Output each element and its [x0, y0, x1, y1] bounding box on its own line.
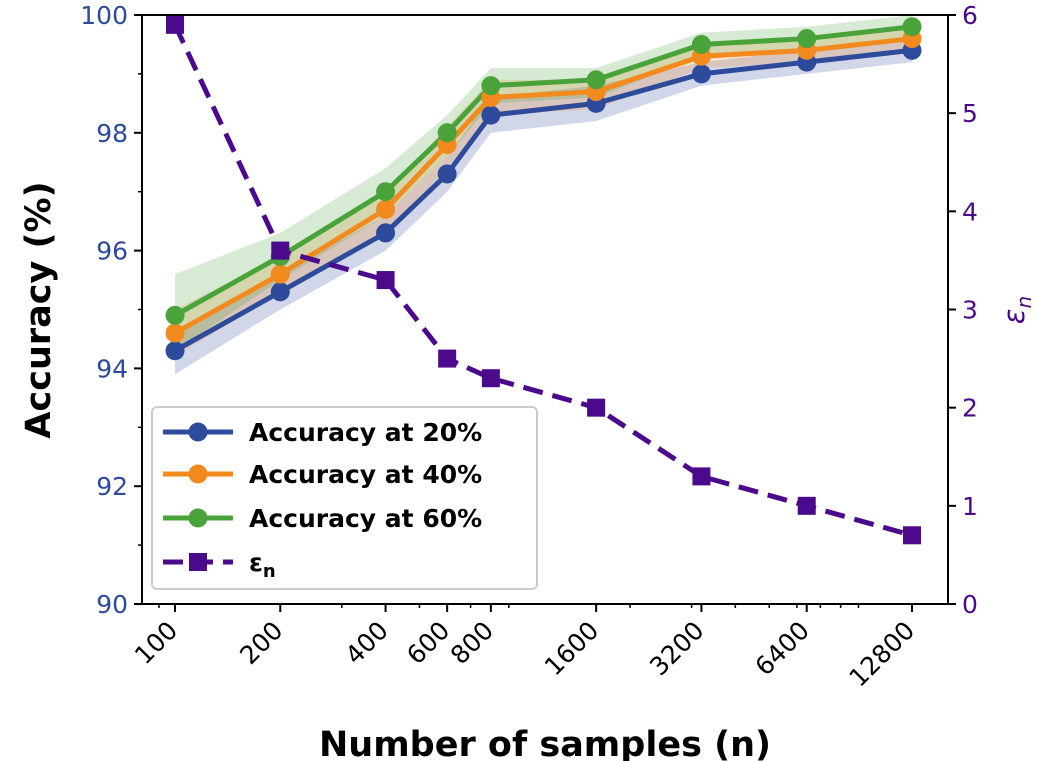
- point-series-4: [587, 398, 606, 417]
- point-series-1: [481, 105, 501, 125]
- x-axis-title: Number of samples (n): [319, 725, 771, 761]
- left-y-tick-label: 92: [96, 472, 128, 501]
- point-series-2: [376, 199, 396, 219]
- legend-marker-4: [189, 553, 207, 571]
- point-series-4: [166, 15, 184, 34]
- point-series-1: [165, 341, 185, 361]
- right-y-tick-label: 6: [962, 1, 978, 30]
- legend-label-3: Accuracy at 60%: [249, 504, 482, 533]
- left-y-tick-label: 94: [96, 354, 128, 383]
- left-y-tick-label: 98: [96, 119, 128, 148]
- point-series-3: [691, 34, 711, 54]
- legend-label-4: εn: [249, 548, 276, 582]
- right-y-tick-label: 2: [962, 394, 978, 423]
- point-series-2: [270, 264, 290, 284]
- point-series-1: [691, 64, 711, 84]
- point-series-4: [271, 241, 290, 260]
- x-tick-label: 3200: [644, 616, 709, 681]
- point-series-1: [376, 223, 396, 243]
- x-tick-label: 600: [401, 616, 455, 670]
- legend: Accuracy at 20% Accuracy at 40% Accuracy a…: [151, 406, 538, 590]
- point-series-4: [438, 349, 457, 368]
- point-series-3: [797, 29, 817, 49]
- point-series-3: [437, 123, 457, 143]
- series-markers: [165, 15, 922, 545]
- left-y-tick-label: 96: [96, 237, 128, 266]
- point-series-3: [586, 70, 606, 90]
- x-tick-label: 800: [445, 616, 499, 670]
- point-series-4: [692, 467, 711, 486]
- right-y-tick-label: 3: [962, 296, 978, 325]
- legend-marker-3: [188, 508, 208, 528]
- right-y-tick-label: 4: [962, 197, 978, 226]
- left-y-axis-title: Accuracy (%): [19, 181, 59, 438]
- legend-label-1: Accuracy at 20%: [249, 418, 482, 447]
- right-y-tick-label: 1: [962, 492, 978, 521]
- point-series-4: [797, 496, 816, 515]
- x-tick-label: 400: [340, 616, 394, 670]
- x-tick-label: 1600: [539, 616, 604, 681]
- point-series-1: [270, 282, 290, 302]
- point-series-3: [902, 17, 922, 37]
- right-y-tick-label: 5: [962, 99, 978, 128]
- point-series-2: [165, 323, 185, 343]
- x-tick-label: 6400: [749, 616, 814, 681]
- line-series-4: [172, 23, 913, 538]
- left-y-tick-label: 100: [80, 1, 128, 30]
- band-series-1: [175, 38, 912, 375]
- x-tick-label: 12800: [843, 616, 920, 693]
- point-series-4: [481, 369, 500, 388]
- x-tick-label: 100: [129, 616, 183, 670]
- legend-marker-2: [188, 464, 208, 484]
- legend-label-2: Accuracy at 40%: [249, 460, 482, 489]
- left-y-tick-label: 90: [96, 590, 128, 619]
- right-y-tick-label: 0: [962, 590, 978, 619]
- point-series-3: [376, 182, 396, 202]
- right-y-axis-title: εn: [997, 296, 1036, 324]
- point-series-4: [376, 271, 395, 290]
- legend-marker-1: [188, 422, 208, 442]
- point-series-3: [165, 305, 185, 325]
- right-y-axis: 0 1 2 3 4 5 6: [948, 1, 978, 619]
- legend-box: [151, 406, 538, 590]
- point-series-3: [481, 76, 501, 96]
- point-series-1: [437, 164, 457, 184]
- point-series-4: [903, 526, 921, 545]
- left-y-axis: 90 92 94 96 98 100: [80, 1, 142, 619]
- x-tick-label: 200: [234, 616, 288, 670]
